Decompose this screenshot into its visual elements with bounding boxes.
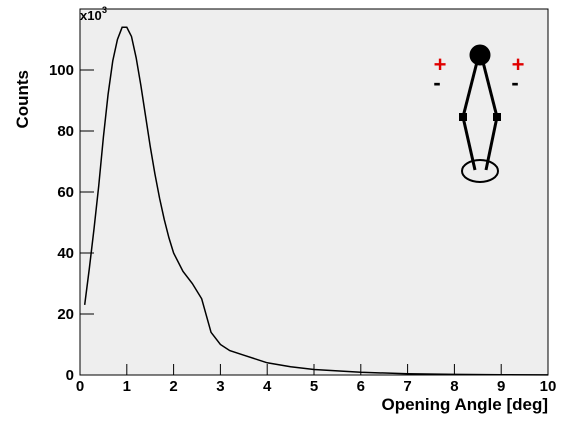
y-tick-label: 0 (66, 367, 74, 384)
y-scale-exponent: 3 (102, 5, 107, 15)
diagram-node (493, 113, 501, 121)
x-tick-label: 5 (310, 378, 318, 395)
inset-diagram (459, 44, 501, 183)
x-tick-label: 0 (76, 378, 84, 395)
diagram-arm (461, 57, 480, 118)
x-tick-label: 3 (216, 378, 224, 395)
annotation: - (511, 70, 518, 95)
plot-frame (79, 8, 549, 376)
line (83, 26, 549, 376)
x-tick-label: 10 (540, 378, 557, 395)
y-tick-label: 60 (57, 184, 74, 201)
x-tick-label: 7 (403, 378, 411, 395)
x-tick-label: 9 (497, 378, 505, 395)
x-tick-label: 8 (450, 378, 458, 395)
y-tick-label: 20 (57, 306, 74, 323)
diagram-head (469, 44, 491, 66)
x-tick-label: 4 (263, 378, 272, 395)
x-tick-label: 6 (357, 378, 365, 395)
annotation: + (512, 52, 525, 77)
y-axis-label: Counts (13, 70, 32, 129)
annotation: - (433, 70, 440, 95)
diagram-node (459, 113, 467, 121)
y-scale-base: x10 (80, 8, 102, 23)
y-tick-label: 80 (57, 123, 74, 140)
diagram-arm (480, 57, 499, 118)
x-tick-label: 1 (123, 378, 131, 395)
annotation: + (434, 52, 447, 77)
y-tick-label: 100 (49, 62, 74, 79)
diagram-ring (461, 159, 499, 183)
x-tick-label: 2 (169, 378, 177, 395)
y-tick-label: 40 (57, 245, 74, 262)
x-axis-label: Opening Angle [deg] (381, 395, 548, 414)
